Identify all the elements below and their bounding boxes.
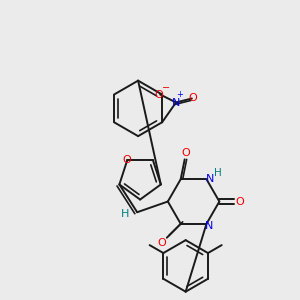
Text: O: O <box>188 94 197 103</box>
Text: O: O <box>122 155 131 165</box>
Text: O: O <box>181 148 190 158</box>
Text: +: + <box>176 90 183 99</box>
Text: O: O <box>155 89 164 100</box>
Text: N: N <box>206 174 214 184</box>
Text: O: O <box>236 196 244 206</box>
Text: O: O <box>158 238 166 248</box>
Text: H: H <box>214 168 222 178</box>
Text: H: H <box>121 209 130 219</box>
Text: N: N <box>172 98 180 108</box>
Text: N: N <box>205 221 214 231</box>
Text: −: − <box>162 82 170 93</box>
